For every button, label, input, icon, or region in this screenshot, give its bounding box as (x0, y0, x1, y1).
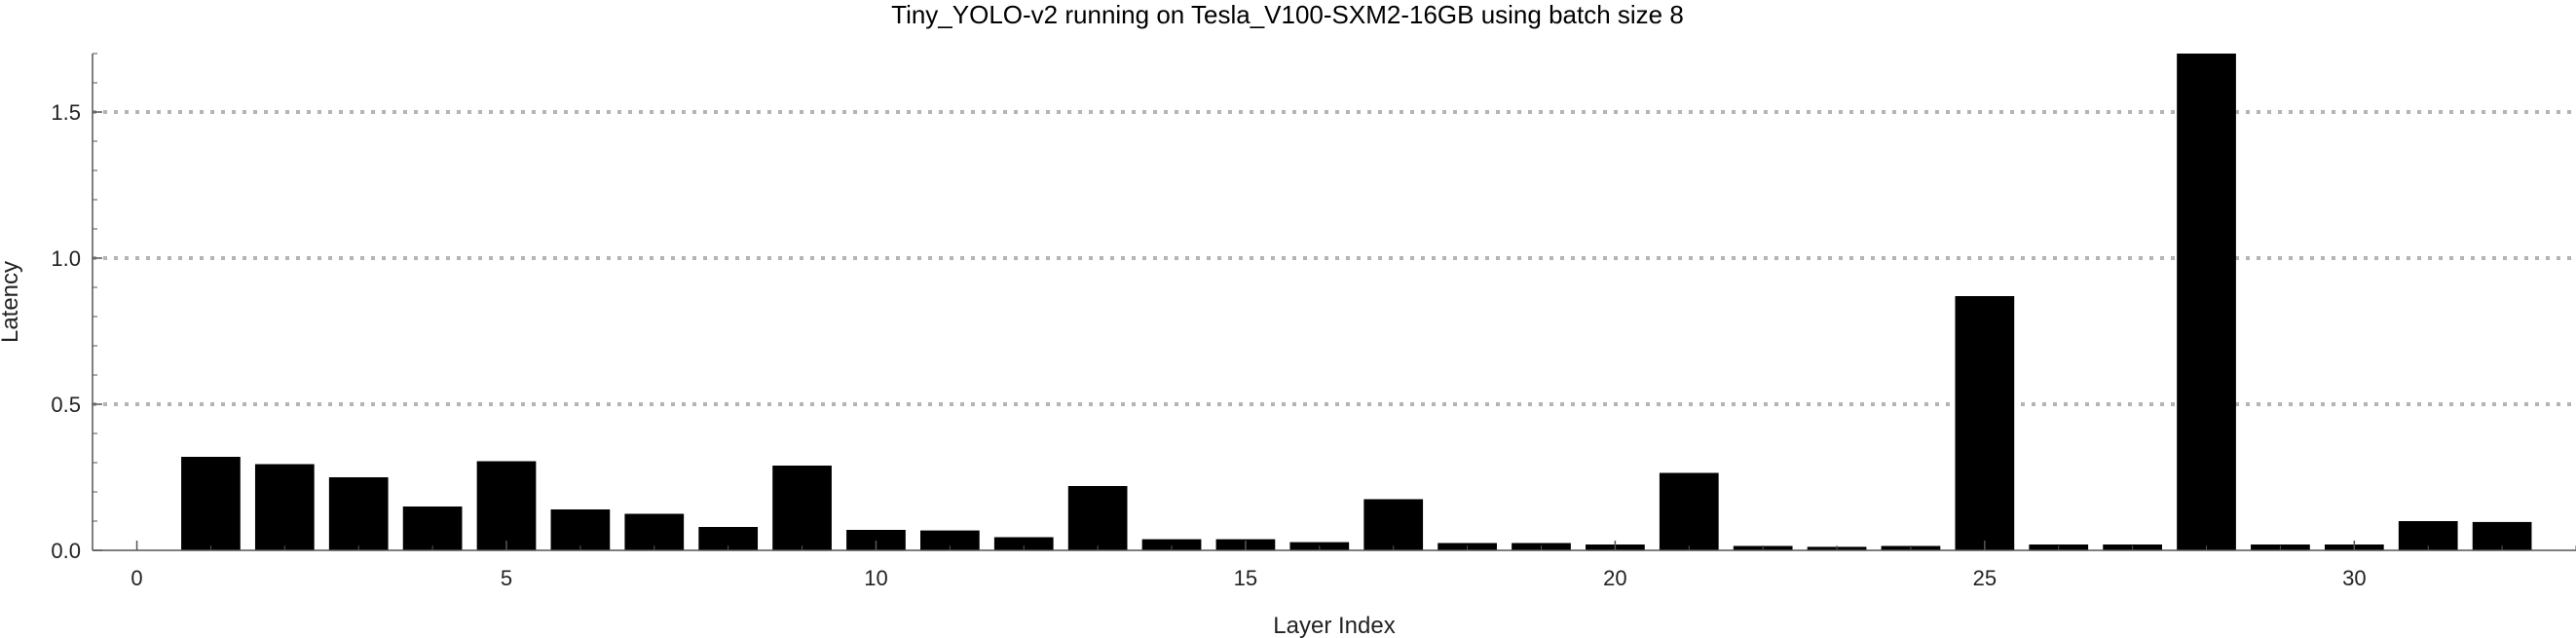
x-tick-label: 10 (864, 566, 887, 590)
bar-layer-1 (181, 457, 241, 550)
bar-layer-9 (772, 466, 832, 550)
x-tick-label: 30 (2342, 566, 2366, 590)
chart-title: Tiny_YOLO-v2 running on Tesla_V100-SXM2-… (891, 0, 1684, 29)
y-tick-label: 1.5 (51, 100, 81, 125)
bar-layer-13 (1067, 486, 1128, 550)
y-tick-label: 0.0 (51, 539, 81, 563)
x-tick-label: 15 (1234, 566, 1257, 590)
bar-layer-14 (1141, 539, 1202, 550)
bar-layer-6 (550, 509, 611, 550)
bar-layer-12 (993, 537, 1054, 550)
x-tick-label: 5 (501, 566, 512, 590)
y-ticks: 0.0 0.5 1.0 1.5 (51, 53, 102, 563)
bar-layer-4 (402, 507, 463, 550)
bar-layer-5 (476, 461, 537, 550)
grid-lines (93, 110, 2576, 406)
bars (181, 54, 2532, 550)
bar-layer-3 (328, 477, 389, 550)
y-tick-label: 1.0 (51, 246, 81, 271)
x-tick-label: 20 (1603, 566, 1626, 590)
bar-layer-7 (624, 513, 685, 550)
bar-layer-11 (920, 530, 980, 550)
bar-layer-25 (1955, 296, 2015, 550)
bar-layer-10 (846, 530, 906, 550)
x-ticks: 0 5 10 15 20 25 30 (131, 541, 2576, 590)
bar-layer-17 (1363, 499, 1424, 550)
bar-layer-28 (2177, 54, 2236, 550)
y-tick-label: 0.5 (51, 393, 81, 417)
bar-layer-21 (1659, 472, 1719, 550)
bar-layer-2 (254, 464, 315, 550)
x-tick-label: 25 (1973, 566, 1997, 590)
x-tick-label: 0 (131, 566, 142, 590)
y-axis-label: Latency (0, 261, 23, 343)
x-axis-label: Layer Index (1273, 613, 1395, 638)
